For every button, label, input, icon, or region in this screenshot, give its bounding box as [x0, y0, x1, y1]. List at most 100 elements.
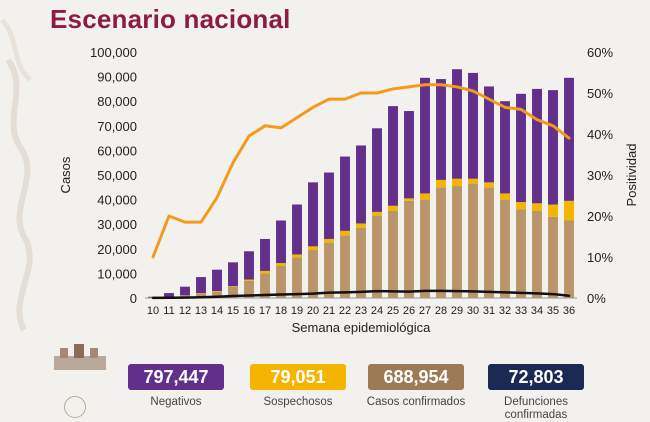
x-tick-label: 29 — [451, 305, 463, 317]
bar-segment-series-0 — [372, 216, 382, 298]
summary-card-sospechosos: 79,051 — [250, 364, 346, 390]
bar-segment-series-0 — [452, 186, 462, 298]
summary-cards: 797,447 Negativos 79,051 Sospechosos 688… — [0, 360, 650, 418]
bar-segment-series-2 — [340, 157, 350, 231]
bar-segment-series-0 — [548, 217, 558, 298]
y-axis-title: Casos — [58, 156, 73, 193]
y2-tick-label: 20% — [587, 209, 613, 224]
bar-segment-series-1 — [308, 246, 318, 250]
summary-card-negativos: 797,447 — [128, 364, 224, 390]
bar-segment-series-0 — [436, 187, 446, 298]
bar-segment-series-1 — [532, 203, 542, 210]
x-tick-label: 33 — [515, 305, 527, 317]
bar-segment-series-2 — [388, 106, 398, 206]
bar-segment-series-0 — [484, 187, 494, 298]
y-tick-label: 20,000 — [97, 242, 137, 257]
summary-card-confirmados: 688,954 — [368, 364, 464, 390]
x-tick-label: 34 — [531, 305, 543, 317]
y-tick-label: 30,000 — [97, 217, 137, 232]
bar-segment-series-0 — [420, 200, 430, 298]
bar-segment-series-0 — [324, 243, 334, 298]
x-tick-label: 20 — [307, 305, 319, 317]
y2-tick-label: 10% — [587, 250, 613, 265]
bar-segment-series-2 — [196, 277, 206, 293]
x-tick-label: 35 — [547, 305, 559, 317]
x-tick-label: 28 — [435, 305, 447, 317]
x-tick-label: 16 — [243, 305, 255, 317]
bar-segment-series-1 — [292, 254, 302, 257]
bar-segment-series-0 — [404, 201, 414, 298]
y2-tick-label: 0% — [587, 291, 606, 306]
bar-segment-series-2 — [548, 90, 558, 204]
bar-segment-series-2 — [260, 239, 270, 271]
bar-segment-series-1 — [388, 206, 398, 211]
bar-segment-series-1 — [372, 212, 382, 216]
bar-segment-series-1 — [484, 182, 494, 187]
y2-axis-title: Positividad — [624, 144, 639, 207]
bar-segment-series-1 — [228, 286, 238, 287]
bar-segment-series-1 — [260, 271, 270, 273]
bar-segment-series-2 — [180, 287, 190, 296]
x-tick-label: 14 — [211, 305, 223, 317]
x-tick-label: 25 — [387, 305, 399, 317]
bar-segment-series-2 — [244, 251, 254, 279]
y2-tick-label: 30% — [587, 168, 613, 183]
x-tick-label: 27 — [419, 305, 431, 317]
x-tick-label: 23 — [355, 305, 367, 317]
chart: 010,00020,00030,00040,00050,00060,00070,… — [0, 0, 650, 340]
summary-value-confirmados: 688,954 — [383, 367, 448, 388]
summary-label-defunciones: Defunciones confirmadas — [481, 396, 591, 422]
y-tick-label: 0 — [130, 291, 137, 306]
bar-segment-series-1 — [564, 201, 574, 221]
summary-value-defunciones: 72,803 — [508, 367, 563, 388]
bar-segment-series-0 — [388, 211, 398, 298]
summary-value-negativos: 797,447 — [143, 367, 208, 388]
bar-segment-series-1 — [468, 179, 478, 184]
bar-segment-series-1 — [324, 239, 334, 243]
bar-segment-series-1 — [244, 280, 254, 281]
y-tick-label: 80,000 — [97, 94, 137, 109]
bar-segment-series-1 — [420, 193, 430, 199]
bar-segment-series-2 — [372, 128, 382, 212]
x-tick-label: 24 — [371, 305, 383, 317]
bar-segment-series-0 — [468, 184, 478, 298]
x-tick-label: 10 — [147, 305, 159, 317]
bar-segment-series-0 — [500, 200, 510, 298]
bar-segment-series-1 — [436, 180, 446, 187]
bar-segment-series-2 — [212, 270, 222, 291]
summary-label-confirmados: Casos confirmados — [361, 396, 471, 409]
x-tick-label: 32 — [499, 305, 511, 317]
y2-tick-label: 50% — [587, 86, 613, 101]
bar-segment-series-2 — [324, 173, 334, 239]
y-tick-label: 60,000 — [97, 143, 137, 158]
bar-segment-series-1 — [452, 179, 462, 186]
bar-segment-series-1 — [212, 291, 222, 292]
bar-segment-series-0 — [564, 221, 574, 298]
bar-segment-series-2 — [356, 145, 366, 223]
y2-tick-label: 40% — [587, 127, 613, 142]
summary-label-sospechosos: Sospechosos — [243, 396, 353, 409]
x-tick-label: 19 — [291, 305, 303, 317]
x-tick-label: 17 — [259, 305, 271, 317]
bar-segment-series-2 — [164, 293, 174, 297]
bar-segment-series-0 — [340, 235, 350, 298]
y2-tick-label: 60% — [587, 45, 613, 60]
bar-segment-series-1 — [340, 231, 350, 235]
bar-segment-series-1 — [404, 198, 414, 200]
x-tick-label: 21 — [323, 305, 335, 317]
bar-segment-series-0 — [292, 257, 302, 298]
bar-segment-series-0 — [356, 228, 366, 298]
bar-segment-series-2 — [276, 221, 286, 264]
x-tick-label: 15 — [227, 305, 239, 317]
bar-segment-series-0 — [308, 250, 318, 298]
y-tick-label: 90,000 — [97, 70, 137, 85]
bar-segment-series-0 — [532, 211, 542, 298]
bar-segment-series-2 — [292, 205, 302, 255]
x-axis-title: Semana epidemiológica — [292, 320, 432, 335]
y-tick-label: 100,000 — [90, 45, 137, 60]
y-tick-label: 50,000 — [97, 168, 137, 183]
bar-segment-series-1 — [548, 205, 558, 217]
bar-segment-series-2 — [308, 182, 318, 246]
x-tick-label: 30 — [467, 305, 479, 317]
x-tick-label: 36 — [563, 305, 575, 317]
